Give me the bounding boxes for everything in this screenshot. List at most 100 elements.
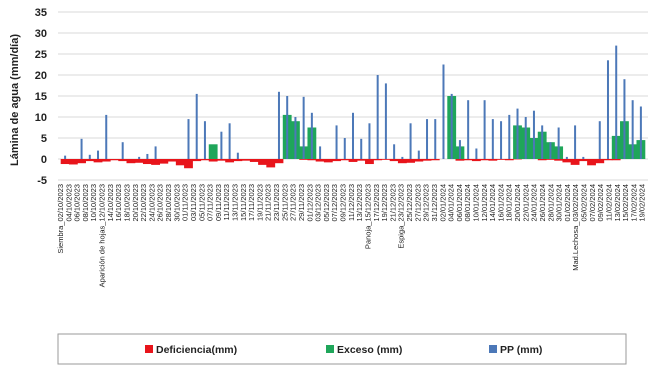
x-tick-label: 11/12/2023 xyxy=(347,184,356,221)
pp-bar xyxy=(88,154,91,159)
x-tick-label: 11/02/2024 xyxy=(604,184,613,221)
y-tick-label: 0 xyxy=(41,154,47,166)
x-tick-label: 27/12/2023 xyxy=(413,184,422,222)
excess-mark xyxy=(208,144,218,159)
x-tick-label: 23/11/2023 xyxy=(272,184,281,221)
y-tick-label: 25 xyxy=(35,49,47,61)
deficit-mark xyxy=(348,159,358,162)
pp-bar xyxy=(310,112,313,159)
deficit-mark xyxy=(554,159,564,161)
pp-bar xyxy=(138,156,141,159)
deficit-mark xyxy=(126,159,136,164)
x-tick-label: 21/11/2023 xyxy=(264,184,273,221)
x-tick-label: 25/11/2023 xyxy=(280,184,289,221)
x-tick-label: 28/01/2024 xyxy=(546,184,555,222)
deficit-series xyxy=(60,159,621,169)
x-tick-label: 20/10/2023 xyxy=(131,184,140,222)
pp-bar xyxy=(286,96,289,159)
deficit-mark xyxy=(611,159,621,161)
deficit-mark xyxy=(406,159,415,163)
pp-bar xyxy=(557,127,560,159)
legend-label-pp: PP (mm) xyxy=(500,344,542,356)
x-tick-label: 18/01/2024 xyxy=(505,184,514,222)
pp-bar xyxy=(582,156,585,159)
pp-bar xyxy=(195,93,198,159)
deficit-mark xyxy=(480,159,490,161)
x-tick-label: 09/02/2024 xyxy=(596,184,605,222)
pp-bar xyxy=(360,138,363,159)
deficit-mark xyxy=(562,159,572,163)
pp-bar xyxy=(64,155,67,159)
pp-bar xyxy=(409,123,412,159)
deficit-mark xyxy=(85,159,95,162)
x-tick-label: 07/02/2024 xyxy=(588,184,597,222)
deficit-mark xyxy=(471,159,481,162)
x-tick-label: 14/10/2023 xyxy=(106,184,115,222)
x-tick-label: 24/10/2023 xyxy=(147,184,156,222)
x-tick-label: 15/02/2024 xyxy=(621,184,630,222)
deficit-mark xyxy=(455,159,465,161)
pp-bar xyxy=(508,114,511,159)
pp-bar xyxy=(376,75,379,159)
x-tick-label: 30/10/2023 xyxy=(172,184,181,222)
pp-bar xyxy=(277,91,280,159)
x-tick-label: 18/10/2023 xyxy=(122,184,131,222)
x-tick-label: 07/12/2023 xyxy=(330,184,339,222)
pp-bar xyxy=(483,100,486,159)
pp-bar xyxy=(384,83,387,159)
deficit-mark xyxy=(323,159,333,163)
x-tick-label: 04/01/2024 xyxy=(447,184,456,222)
legend-label-deficit: Deficiencia(mm) xyxy=(156,344,237,356)
x-tick-label: 03/11/2023 xyxy=(189,184,198,221)
pp-bar xyxy=(80,138,83,159)
pp-bar xyxy=(121,142,124,159)
pp-bar xyxy=(343,138,346,159)
pp-bar xyxy=(458,140,461,159)
x-tick-label: 17/12/2023 xyxy=(372,184,381,222)
deficit-mark xyxy=(570,159,580,165)
x-tick-label: 05/02/2024 xyxy=(580,184,589,222)
deficit-mark xyxy=(101,159,111,162)
x-tick-label: 16/10/2023 xyxy=(114,184,123,222)
y-axis-label: Lámina de agua (mm/día) xyxy=(9,34,21,166)
pp-bar xyxy=(335,125,338,159)
deficit-mark xyxy=(603,159,613,161)
x-tick-label: Siembra_02/10/2023 xyxy=(56,184,65,254)
y-tick-label: 5 xyxy=(41,133,47,145)
pp-bar xyxy=(491,119,494,159)
x-tick-label: 25/12/2023 xyxy=(405,184,414,222)
deficit-mark xyxy=(216,159,226,161)
y-tick-label: 35 xyxy=(35,7,47,19)
deficit-mark xyxy=(134,159,144,163)
precipitation-series xyxy=(64,45,642,159)
pp-bar xyxy=(417,150,420,159)
deficit-mark xyxy=(356,159,366,161)
pp-bar xyxy=(524,117,527,159)
x-tick-label: 19/11/2023 xyxy=(255,184,264,221)
pp-bar xyxy=(532,110,535,159)
x-tick-label: 26/10/2023 xyxy=(156,184,165,222)
deficit-mark xyxy=(68,159,78,165)
x-tick-label: 10/01/2024 xyxy=(471,184,480,222)
deficit-mark xyxy=(241,159,251,161)
x-tick-label: 17/02/2024 xyxy=(629,184,638,222)
x-tick-label: Aparición de hojas_12/10/2023 xyxy=(98,184,107,287)
x-tick-label: 08/10/2023 xyxy=(81,184,90,222)
pp-bar xyxy=(228,123,231,159)
y-axis-ticks: -5 0 5 10 15 20 25 30 35 xyxy=(35,7,47,187)
x-tick-label: 05/11/2023 xyxy=(197,184,206,221)
deficit-mark xyxy=(299,159,309,160)
deficit-mark xyxy=(496,159,506,160)
pp-bar xyxy=(639,106,642,159)
pp-bar xyxy=(302,96,305,159)
deficit-mark xyxy=(578,159,588,162)
pp-bar xyxy=(426,119,429,159)
deficit-mark xyxy=(142,159,152,165)
deficit-mark xyxy=(307,159,317,161)
pp-bar xyxy=(319,146,322,159)
x-tick-label: 07/11/2023 xyxy=(206,184,215,221)
x-tick-label: 19/02/2024 xyxy=(638,184,647,222)
x-tick-label: 24/01/2024 xyxy=(530,184,539,222)
legend-swatch-excess xyxy=(326,345,334,353)
